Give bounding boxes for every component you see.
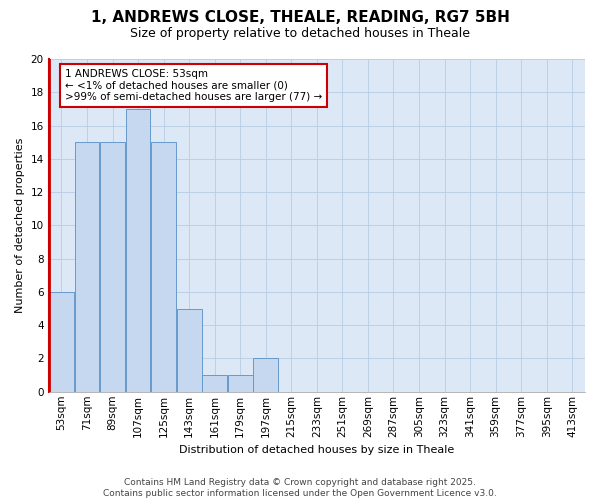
Text: 1 ANDREWS CLOSE: 53sqm
← <1% of detached houses are smaller (0)
>99% of semi-det: 1 ANDREWS CLOSE: 53sqm ← <1% of detached… bbox=[65, 69, 322, 102]
Text: Contains HM Land Registry data © Crown copyright and database right 2025.
Contai: Contains HM Land Registry data © Crown c… bbox=[103, 478, 497, 498]
Bar bbox=[177, 308, 202, 392]
Bar bbox=[228, 375, 253, 392]
Bar bbox=[100, 142, 125, 392]
Bar bbox=[202, 375, 227, 392]
Bar bbox=[74, 142, 100, 392]
Text: Size of property relative to detached houses in Theale: Size of property relative to detached ho… bbox=[130, 28, 470, 40]
Y-axis label: Number of detached properties: Number of detached properties bbox=[15, 138, 25, 313]
Bar bbox=[125, 109, 151, 392]
Bar bbox=[49, 292, 74, 392]
Text: 1, ANDREWS CLOSE, THEALE, READING, RG7 5BH: 1, ANDREWS CLOSE, THEALE, READING, RG7 5… bbox=[91, 10, 509, 25]
Bar bbox=[253, 358, 278, 392]
Bar bbox=[151, 142, 176, 392]
X-axis label: Distribution of detached houses by size in Theale: Distribution of detached houses by size … bbox=[179, 445, 454, 455]
